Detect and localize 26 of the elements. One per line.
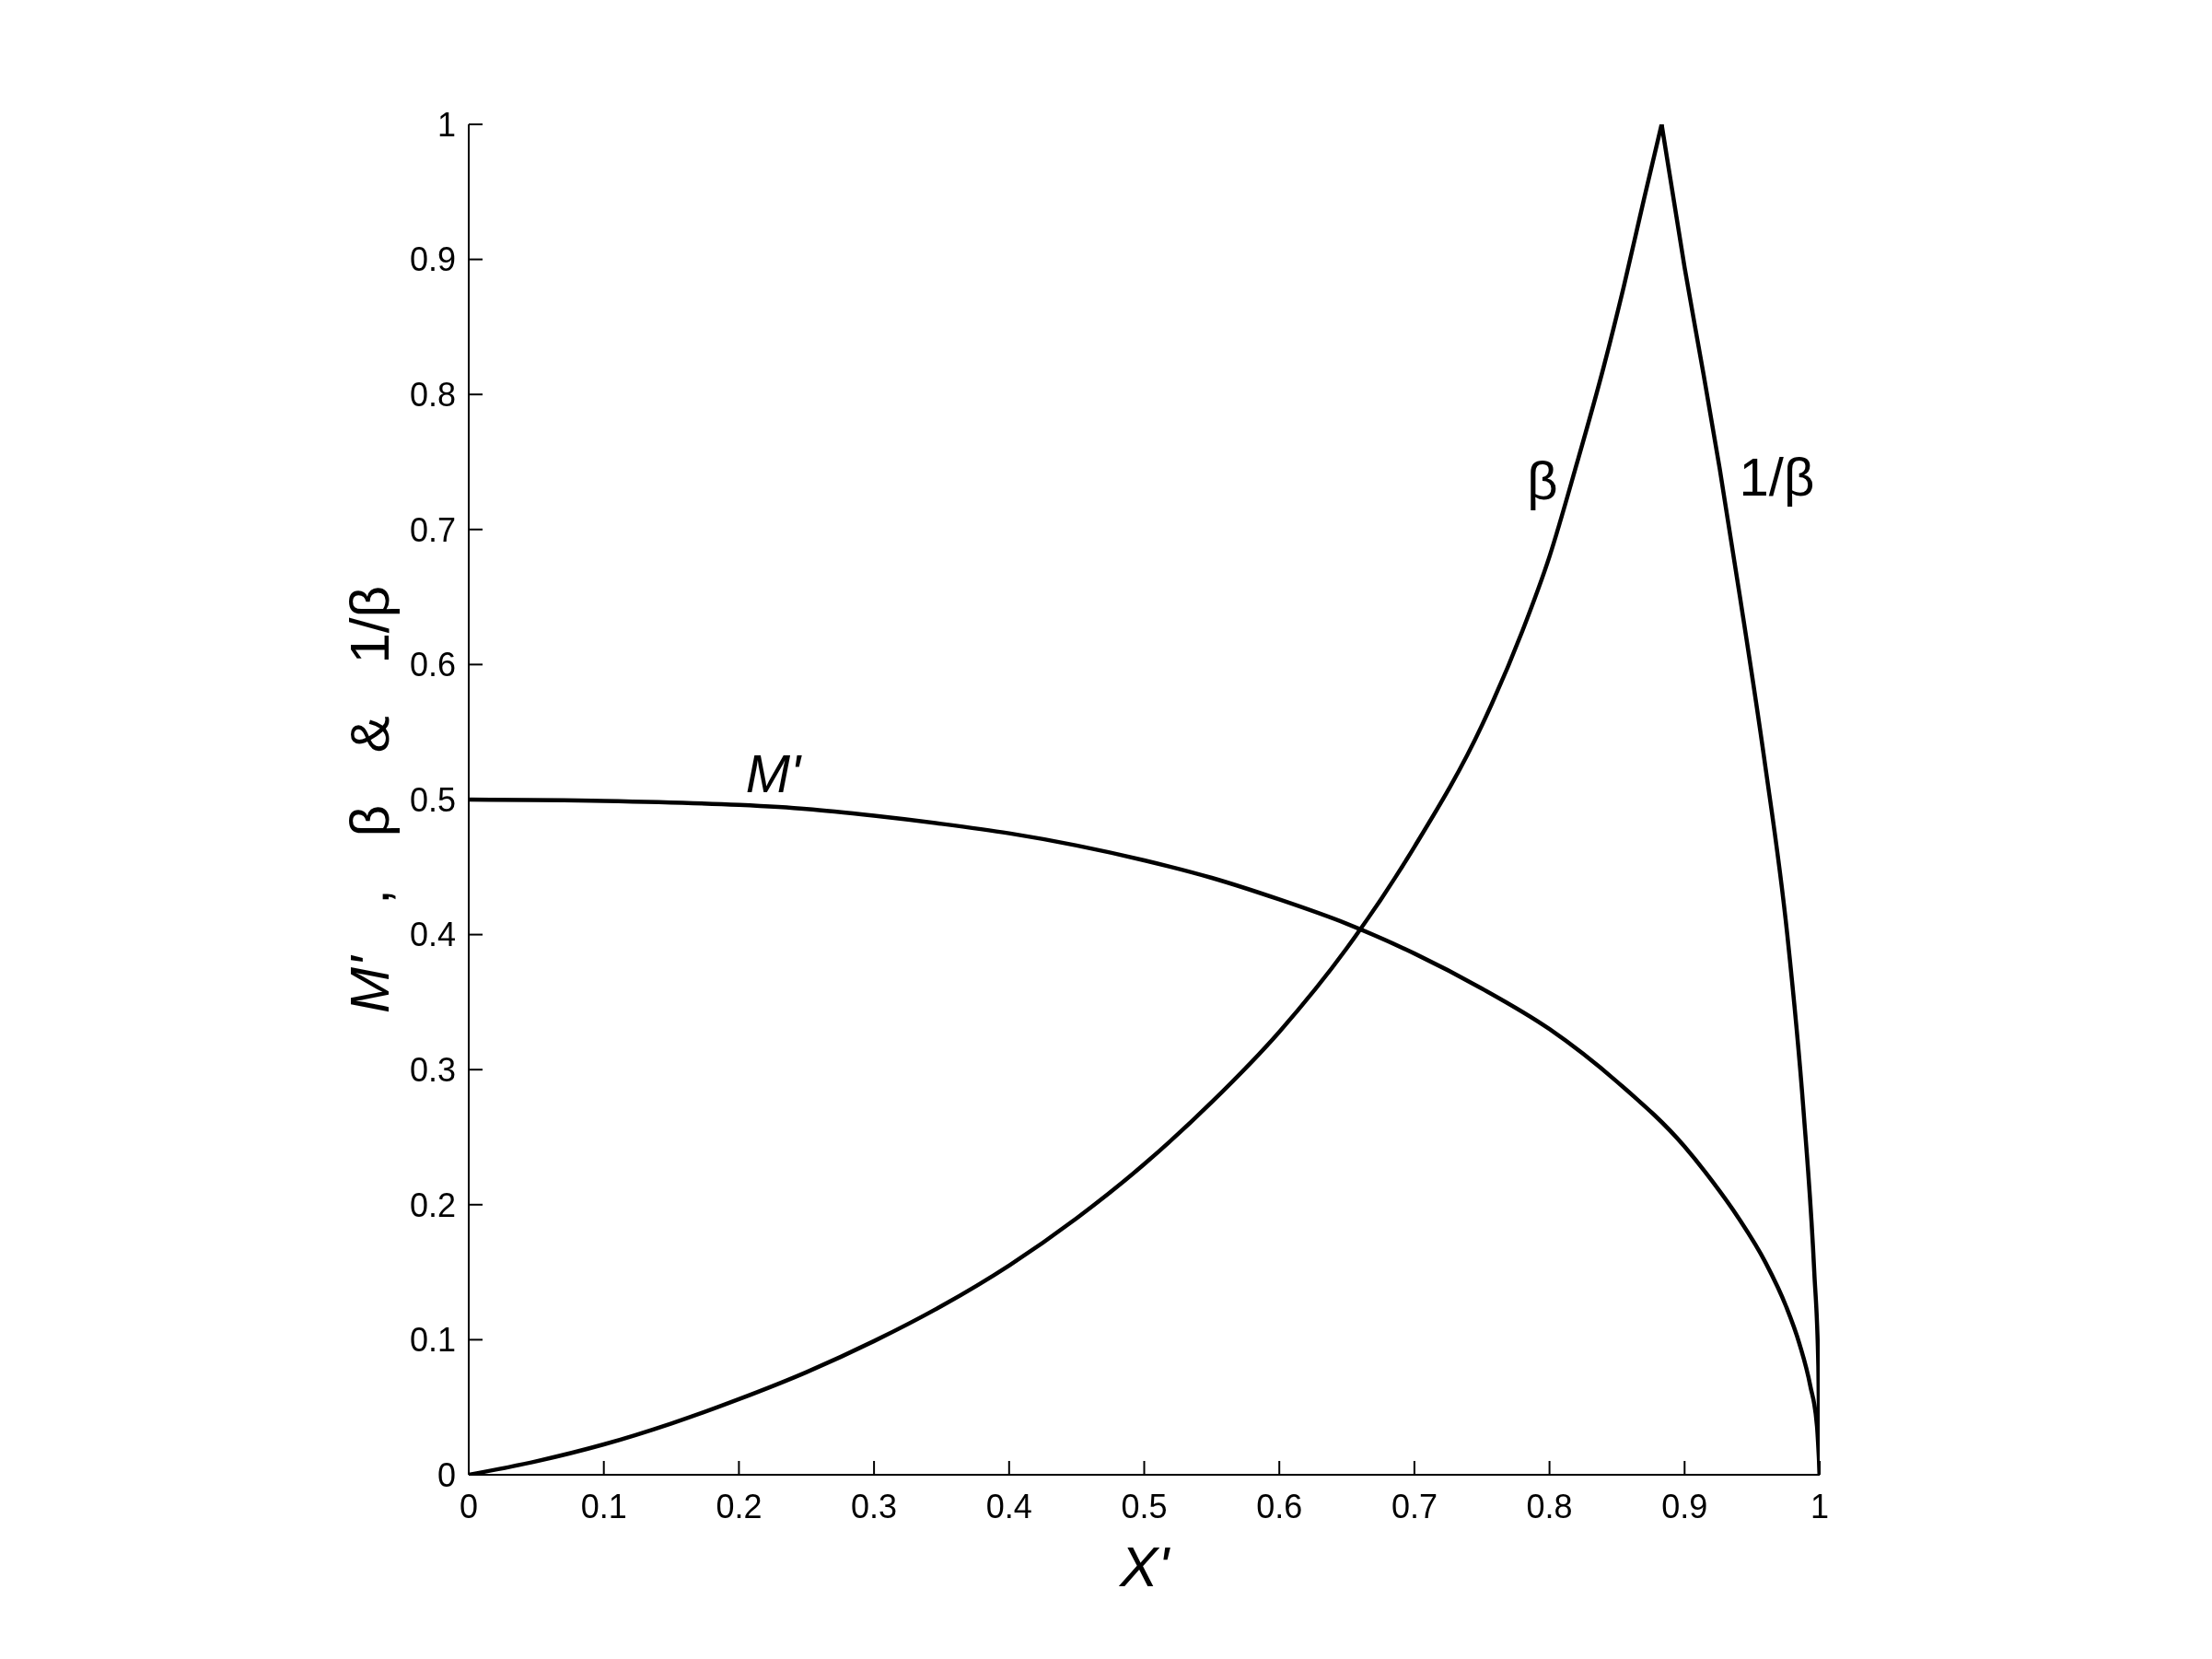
- x-tick-label: 0.4: [985, 1487, 1032, 1525]
- x-tick-label: 0.8: [1526, 1487, 1573, 1525]
- y-tick-label: 0.4: [409, 916, 456, 954]
- y-axis-title: M' , β & 1/β: [338, 586, 401, 1013]
- x-tick-label: 0.1: [580, 1487, 627, 1525]
- series-label: M': [745, 743, 803, 804]
- y-tick-label: 1: [437, 105, 456, 144]
- series-label: β: [1527, 450, 1558, 510]
- y-tick-label: 0.1: [409, 1321, 456, 1360]
- x-tick-label: 1: [1810, 1487, 1830, 1525]
- x-tick-label: 0.2: [716, 1487, 763, 1525]
- series-label: 1/β: [1739, 447, 1815, 508]
- x-tick-label: 0.3: [851, 1487, 898, 1525]
- y-tick-label: 0.8: [409, 375, 456, 414]
- x-tick-label: 0.9: [1661, 1487, 1708, 1525]
- y-tick-label: 0: [437, 1455, 456, 1494]
- y-tick-label: 0.9: [409, 240, 456, 279]
- x-axis-title: X': [1117, 1534, 1171, 1598]
- y-tick-label: 0.3: [409, 1050, 456, 1089]
- y-tick-label: 0.5: [409, 780, 456, 819]
- y-tick-label: 0.6: [409, 646, 456, 684]
- x-tick-label: 0.5: [1121, 1487, 1168, 1525]
- y-tick-label: 0.2: [409, 1186, 456, 1224]
- x-tick-label: 0.7: [1391, 1487, 1438, 1525]
- y-tick-label: 0.7: [409, 510, 456, 549]
- x-tick-label: 0.6: [1256, 1487, 1303, 1525]
